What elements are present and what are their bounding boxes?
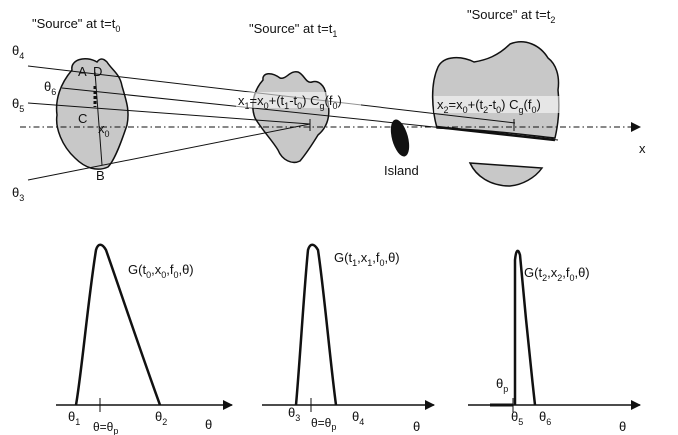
- distribution-panel-1: G(t0,x0,f0,θ) θ1 θ=θp θ2 θ: [56, 243, 233, 435]
- distribution-panel-2: G(t1,x1,f0,θ) θ3 θ=θp θ4 θ: [262, 243, 435, 434]
- ray-theta3: [27, 123, 311, 181]
- x-axis-label: x: [639, 141, 646, 156]
- tick-label-2a: θ3: [288, 405, 300, 423]
- point-d-label: D: [93, 64, 102, 79]
- tick-label-2c: θ4: [352, 409, 364, 427]
- theta4-label: θ4: [12, 43, 24, 61]
- tick-label-1a: θ1: [68, 409, 80, 427]
- point-a-label: A: [78, 64, 87, 79]
- x2-formula: x2=x0+(t2-t0) Cg(f0): [437, 97, 541, 115]
- distribution-panel-3: G(t2,x2,f0,θ) θp θ5 θ6 θ: [468, 249, 641, 434]
- tick-label-3c: θ6: [539, 409, 551, 427]
- source-blob-t2: [431, 41, 560, 139]
- source-label-t2: "Source" at t=t2: [467, 7, 555, 25]
- function-label-1: G(t0,x0,f0,θ): [128, 262, 194, 280]
- axis-label-3: θ: [619, 419, 626, 434]
- ray-theta5: [27, 102, 311, 125]
- axis-label-2: θ: [413, 419, 420, 434]
- function-label-3: G(t2,x2,f0,θ): [524, 265, 590, 283]
- source-label-t0: "Source" at t=t0: [32, 16, 120, 34]
- island-shape: [390, 119, 410, 157]
- tick-label-1b: θ=θp: [93, 420, 118, 435]
- x1-formula: x1=x0+(t1-t0) Cg(f0): [238, 93, 342, 111]
- point-b-label: B: [96, 168, 105, 183]
- x0-label: x0: [98, 121, 110, 139]
- distribution-curve-2: [294, 243, 338, 406]
- source-blob-t0: [55, 58, 129, 170]
- source-label-t1: "Source" at t=t1: [249, 21, 337, 39]
- tick-label-3a: θp: [496, 376, 508, 394]
- source-fragment-t2: [468, 162, 544, 187]
- island-label: Island: [384, 163, 419, 178]
- source-blob-t1: [252, 71, 330, 164]
- tick-label-1c: θ2: [155, 409, 167, 427]
- distribution-curve-3: [513, 249, 537, 406]
- axis-label-1: θ: [205, 417, 212, 432]
- theta3-label: θ3: [12, 185, 24, 203]
- point-c-label: C: [78, 111, 87, 126]
- formula-band-x2: [434, 96, 584, 113]
- tick-label-3b: θ5: [511, 409, 523, 427]
- formula-band-x1: [236, 92, 361, 108]
- theta5-label: θ5: [12, 96, 24, 114]
- ray-theta6: [61, 87, 559, 141]
- distribution-curve-1: [74, 243, 162, 406]
- function-label-2: G(t1,x1,f0,θ): [334, 250, 400, 268]
- tick-label-2b: θ=θp: [311, 416, 336, 432]
- theta6-label: θ6: [44, 79, 56, 97]
